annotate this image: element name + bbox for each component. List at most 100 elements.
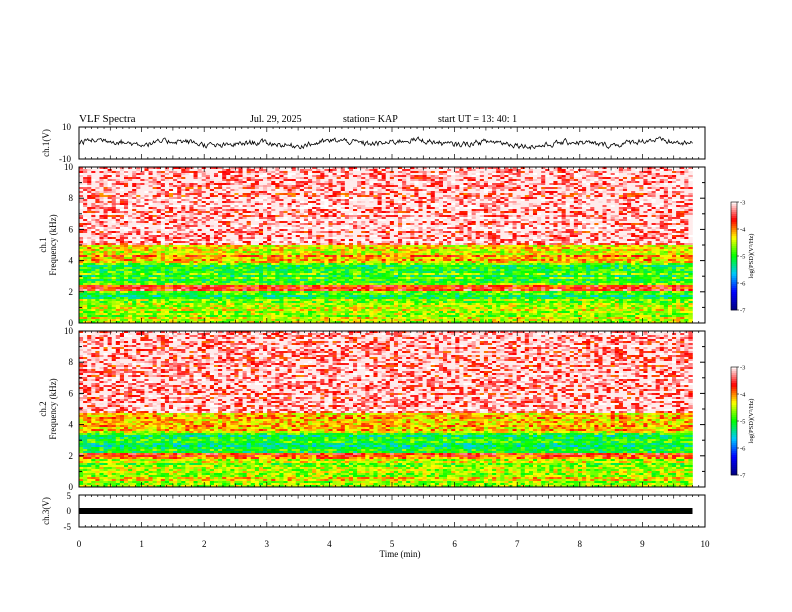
spectrogram-cell <box>119 171 125 174</box>
spectrogram-cell <box>434 213 440 216</box>
spectrogram-cell <box>479 167 485 170</box>
spectrogram-cell <box>680 187 685 190</box>
spectrogram-cell <box>398 201 403 204</box>
spectrogram-cell <box>279 211 284 214</box>
spectrogram-cell <box>83 171 88 174</box>
spectrogram-cell <box>667 191 673 194</box>
spectrogram-cell <box>565 225 571 228</box>
spectrogram-cell <box>532 205 538 208</box>
spectrogram-cell <box>487 201 493 204</box>
spectrogram-cell <box>385 201 391 204</box>
spectrogram-cell <box>569 179 575 182</box>
spectrogram-cell <box>238 201 243 204</box>
spectrogram-cell <box>156 181 162 184</box>
spectrogram-cell <box>377 177 382 180</box>
spectrogram-cell <box>471 191 477 194</box>
spectrogram-cell <box>271 203 276 206</box>
spectrogram-cell <box>422 215 427 218</box>
spectrogram-cell <box>340 187 346 190</box>
spectrogram-cell <box>573 193 579 196</box>
spectrogram-cell <box>87 225 92 228</box>
spectrogram-cell <box>340 221 346 224</box>
spectrogram-cell <box>426 231 432 234</box>
spectrogram-cell <box>369 175 374 178</box>
spectrogram-cell <box>177 201 182 204</box>
spectrogram-cell <box>254 209 260 212</box>
spectrogram-cell <box>455 191 460 194</box>
spectrogram-cell <box>434 203 440 206</box>
spectrogram-cell <box>479 223 485 226</box>
spectrogram-cell <box>496 183 501 186</box>
spectrogram-cell <box>418 177 423 180</box>
spectrogram-cell <box>508 213 513 216</box>
spectrogram-cell <box>385 183 391 186</box>
spectrogram-cell <box>618 187 624 190</box>
spectrogram-cell <box>475 195 481 198</box>
spectrogram-cell <box>312 175 317 178</box>
spectrogram-cell <box>508 181 513 184</box>
spectrogram-cell <box>181 199 186 202</box>
spectrogram-cell <box>111 177 117 180</box>
spectrogram-cell <box>234 199 239 202</box>
spectrogram-cell <box>565 181 571 184</box>
spectrogram-cell <box>308 183 313 186</box>
spectrogram-cell <box>373 173 378 176</box>
spectrogram-cell <box>324 173 329 176</box>
spectrogram-cell <box>606 179 611 182</box>
spectrogram-cell <box>279 199 284 202</box>
spectrogram-cell <box>291 207 297 210</box>
spectrogram-cell <box>496 177 501 180</box>
spectrogram-cell <box>115 219 121 222</box>
spectrogram-cell <box>361 215 366 218</box>
spectrogram-cell <box>275 223 280 226</box>
spectrogram-cell <box>115 197 121 200</box>
spectrogram-cell <box>655 207 661 210</box>
spectrogram-cell <box>185 221 190 224</box>
spectrogram-cell <box>402 197 407 200</box>
spectrogram-cell <box>348 197 354 200</box>
spectrogram-cell <box>631 217 636 220</box>
spectrogram-cell <box>516 185 522 188</box>
spectrogram-cell <box>618 177 624 180</box>
spectrogram-cell <box>336 211 342 214</box>
spectrogram-cell <box>279 167 284 170</box>
spectrogram-cell <box>426 217 432 220</box>
spectrogram-cell <box>328 217 333 220</box>
spectrogram-cell <box>680 203 685 206</box>
spectrogram-cell <box>324 217 329 220</box>
spectrogram-cell <box>197 187 202 190</box>
spectrogram-cell <box>475 227 481 230</box>
spectrogram-cell <box>528 227 534 230</box>
spectrogram-cell <box>263 211 268 214</box>
spectrogram-cell <box>471 193 477 196</box>
spectrogram-cell <box>410 205 415 208</box>
spectrogram-cell <box>111 185 117 188</box>
spectrogram-cell <box>238 225 243 228</box>
spectrogram-cell <box>348 195 354 198</box>
spectrogram-cell <box>479 227 485 230</box>
spectrogram-cell <box>336 169 342 172</box>
spectrogram-cell <box>643 217 648 220</box>
spectrogram-cell <box>369 217 374 220</box>
spectrogram-cell <box>565 189 571 192</box>
spectrogram-cell <box>340 229 346 232</box>
spectrogram-cell <box>164 187 170 190</box>
spectrogram-cell <box>197 217 202 220</box>
spectrogram-cell <box>369 195 374 198</box>
spectrogram-cell <box>512 189 517 192</box>
spectrogram-cell <box>107 193 113 196</box>
spectrogram-cell <box>111 171 117 174</box>
spectrogram-cell <box>443 175 448 178</box>
spectrogram-cell <box>291 193 297 196</box>
spectrogram-cell <box>312 179 317 182</box>
spectrogram-cell <box>144 219 149 222</box>
spectrogram-cell <box>128 197 133 200</box>
spectrogram-cell <box>504 199 509 202</box>
spectrogram-cell <box>263 183 268 186</box>
spectrogram-cell <box>365 167 370 170</box>
spectrogram-cell <box>136 183 141 186</box>
spectrogram-cell <box>414 217 419 220</box>
spectrogram-cell <box>410 207 415 210</box>
spectrogram-cell <box>418 211 423 214</box>
spectrogram-cell <box>83 227 88 230</box>
